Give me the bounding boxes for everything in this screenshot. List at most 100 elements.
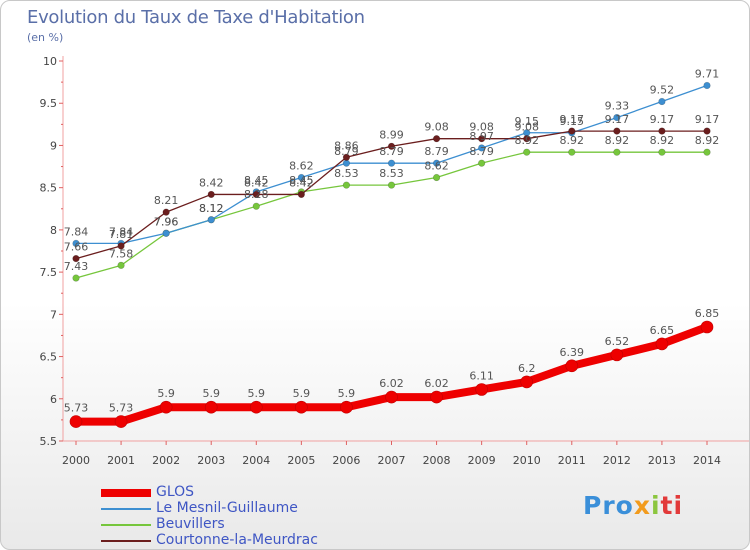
data-label: 9.17 [605, 113, 630, 126]
y-tick-label: 8.5 [40, 182, 58, 195]
data-label: 6.39 [560, 346, 585, 359]
data-point [610, 348, 624, 362]
brand-logo: Proxiti [583, 491, 683, 520]
data-label: 5.73 [109, 402, 134, 415]
data-label: 9.71 [695, 67, 720, 80]
data-point [387, 142, 396, 150]
data-point [342, 153, 351, 161]
data-point [613, 113, 621, 122]
data-point [69, 415, 83, 428]
y-tick-label: 8 [50, 224, 57, 237]
x-tick-label: 2009 [468, 454, 496, 467]
data-point [117, 242, 125, 250]
legend-item-glos: GLOS [101, 484, 381, 501]
data-label: 9.33 [605, 100, 630, 113]
data-point [520, 375, 534, 389]
legend-swatch-glos [101, 489, 151, 497]
data-label: 6.02 [379, 377, 404, 390]
data-label: 9.15 [560, 115, 585, 128]
data-point [207, 190, 215, 199]
x-tick-label: 2008 [423, 454, 451, 467]
legend-label-glos: GLOS [156, 484, 195, 500]
data-point [613, 127, 621, 135]
x-tick-label: 2000 [62, 454, 90, 467]
y-tick-label: 6.5 [40, 351, 58, 364]
data-label: 7.96 [154, 215, 179, 228]
data-point [252, 190, 260, 199]
data-label: 5.9 [202, 387, 220, 400]
data-label: 8.53 [379, 167, 404, 180]
data-point [478, 144, 486, 152]
data-point [655, 337, 669, 351]
data-label: 6.2 [518, 362, 536, 375]
data-label: 9.17 [560, 113, 585, 126]
data-label: 5.9 [157, 387, 175, 400]
data-point [703, 127, 711, 135]
data-label: 8.97 [469, 130, 494, 143]
data-label: 7.84 [64, 225, 89, 238]
data-point [658, 127, 666, 135]
data-label: 8.92 [605, 134, 630, 147]
data-point [568, 127, 576, 135]
data-point [478, 135, 486, 143]
data-label: 8.42 [199, 176, 224, 189]
legend-label-beuvillers: Beuvillers [156, 516, 225, 532]
data-point [72, 255, 80, 263]
data-point [114, 415, 128, 428]
x-tick-label: 2001 [107, 454, 135, 467]
data-label: 8.28 [244, 188, 269, 201]
data-label: 8.92 [560, 134, 585, 147]
data-point [252, 202, 260, 210]
data-label: 8.79 [469, 145, 494, 158]
x-tick-label: 2004 [242, 454, 270, 467]
data-label: 9.17 [650, 113, 675, 126]
data-label: 8.12 [199, 202, 224, 215]
data-point [72, 274, 80, 282]
data-point [658, 148, 666, 156]
data-label: 7.81 [109, 228, 134, 241]
data-point [475, 383, 488, 396]
y-tick-label: 10 [43, 55, 57, 68]
data-point [387, 181, 396, 189]
y-tick-label: 7 [50, 308, 57, 321]
data-point [162, 229, 170, 237]
data-label: 7.84 [109, 225, 134, 238]
data-label: 6.52 [605, 335, 630, 348]
brand-logo-part: ti [660, 491, 684, 520]
data-point [340, 400, 353, 414]
data-point [658, 97, 666, 106]
legend-label-courtonne-la-meurdrac: Courtonne-la-Meurdrac [156, 532, 318, 548]
data-point [703, 148, 711, 156]
data-label: 8.79 [334, 145, 359, 158]
data-point [342, 181, 351, 189]
data-label: 9.52 [650, 84, 675, 97]
data-label: 5.73 [64, 402, 89, 415]
data-point [703, 81, 711, 90]
data-label: 9.08 [469, 121, 494, 134]
y-tick-label: 9 [50, 139, 57, 152]
legend-label-le-mesnil-guillaume: Le Mesnil-Guillaume [156, 500, 298, 516]
data-label: 8.99 [379, 128, 404, 141]
data-label: 6.85 [695, 307, 720, 320]
data-point [523, 148, 531, 156]
data-label: 8.79 [424, 145, 449, 158]
data-label: 9.08 [424, 121, 449, 134]
data-label: 8.79 [379, 145, 404, 158]
data-label: 8.62 [424, 160, 449, 173]
y-tick-label: 6 [50, 393, 57, 406]
data-label: 8.86 [334, 139, 359, 152]
data-label: 8.21 [154, 194, 179, 207]
data-label: 8.45 [289, 174, 314, 187]
y-tick-label: 5.5 [40, 435, 58, 448]
data-point [523, 135, 531, 143]
data-label: 8.92 [650, 134, 675, 147]
brand-logo-part: Pro [583, 491, 634, 520]
legend: GLOS Le Mesnil-Guillaume Beuvillers Cour… [101, 484, 381, 549]
data-point [385, 390, 398, 404]
data-point [162, 208, 170, 216]
data-label: 9.17 [695, 113, 720, 126]
x-tick-label: 2010 [513, 454, 541, 467]
data-point [159, 400, 173, 414]
data-point [430, 390, 443, 404]
